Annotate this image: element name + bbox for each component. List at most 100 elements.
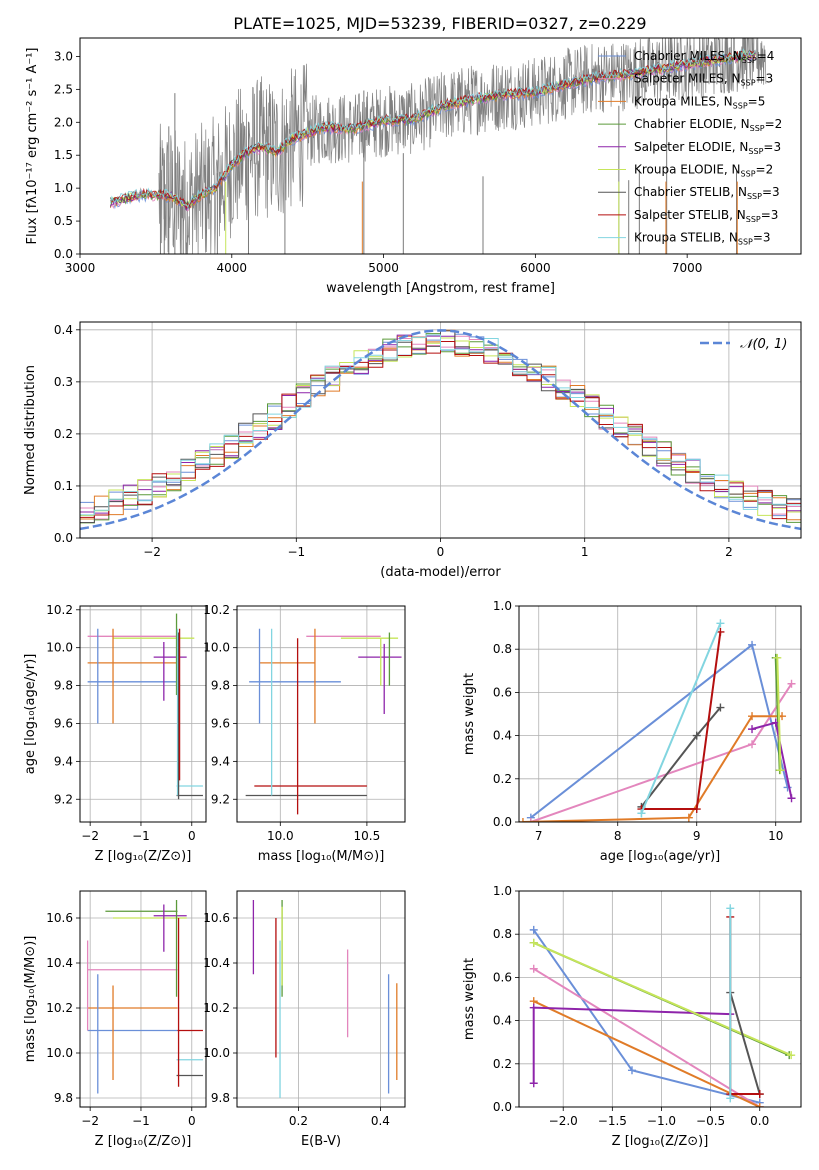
x-tick-label: −0.5	[696, 1114, 725, 1128]
y-tick-label: 9.8	[54, 679, 73, 693]
legend-label-chabrier_miles: Chabrier MILES, NSSP=4	[634, 49, 774, 65]
panel-age-vs-Z: −2 −1 0 9.2 9.4 9.6 9.8 10.0 10.2 Z [log₁₀(Z/Z⊙)]…	[23, 603, 207, 864]
legend-label-kroupa_elodie: Kroupa ELODIE, NSSP=2	[634, 163, 773, 179]
y-tick-label: 0.0	[54, 531, 73, 545]
plot-area	[519, 619, 796, 822]
legend-label-normal: 𝒩(0, 1)	[740, 337, 787, 352]
normal-curve	[80, 329, 801, 531]
y-tick-label: 10.0	[46, 1046, 73, 1060]
x-tick-label: 6000	[520, 261, 551, 275]
y-tick-label: 0.1	[54, 479, 73, 493]
x-tick-label: 10.0	[267, 829, 294, 843]
weight-marker	[529, 925, 538, 934]
x-tick-label: 0.0	[750, 1114, 769, 1128]
y-tick-label: 0.2	[493, 772, 512, 786]
y-tick-label: 2.5	[54, 82, 73, 96]
x-tick-label: −2	[81, 1114, 99, 1128]
y-tick-label: 9.4	[54, 754, 73, 768]
weight-line-kroupa_stelib	[640, 622, 722, 814]
x-tick-label: −1.5	[598, 1114, 627, 1128]
legend: Chabrier MILES, NSSP=4 Salpeter MILES, NS…	[598, 49, 782, 247]
x-tick-label: −1	[132, 1114, 150, 1128]
y-tick-label: 9.2	[211, 792, 230, 806]
legend-label-chabrier_elodie: Chabrier ELODIE, NSSP=2	[634, 117, 782, 133]
y-tick-label: 10.0	[203, 1046, 230, 1060]
weight-line-kroupa_elodie	[533, 941, 792, 1057]
plot-area	[529, 904, 796, 1107]
y-axis-label: mass weight	[462, 958, 477, 1040]
x-tick-label: −1	[287, 545, 305, 559]
x-tick-label: −1.0	[647, 1114, 676, 1128]
panel-age-vs-mass: 10.0 10.5 9.2 9.4 9.6 9.8 10.0 10.2 mass [log₁₀(…	[203, 603, 406, 864]
y-tick-label: 1.0	[493, 884, 512, 898]
weight-line-kroupa_miles	[522, 715, 782, 822]
y-axis-label: Flux [fλ10⁻¹⁷ erg cm⁻² s⁻¹ A⁻¹]	[25, 48, 40, 245]
weight-line-chabrier_stelib	[729, 992, 761, 1095]
weight-marker	[529, 938, 538, 947]
y-tick-label: 3.0	[54, 49, 73, 63]
weight-marker	[748, 640, 757, 649]
panel-chart-1: −2 −1 0 1 2 0.0 0.1 0.2 0.3 0.4 (data-model)/error…	[23, 321, 802, 580]
weight-marker	[526, 818, 535, 822]
weight-marker	[716, 619, 725, 628]
weight-marker	[684, 813, 693, 822]
weight-marker	[519, 818, 527, 822]
y-tick-label: 9.8	[211, 1091, 230, 1105]
y-tick-label: 0.0	[54, 247, 73, 261]
y-tick-label: 10.4	[203, 956, 230, 970]
panel-chart-0: 3000 4000 5000 6000 7000 0.0 0.5 1.0 1.5 2.0 2.5 3.…	[25, 37, 802, 296]
legend-label-salpeter_stelib: Salpeter STELIB, NSSP=3	[634, 208, 778, 224]
y-tick-label: 9.2	[54, 792, 73, 806]
weight-line-chabrier_miles	[530, 643, 789, 819]
weight-marker	[627, 1066, 636, 1075]
y-tick-label: 1.5	[54, 148, 73, 162]
weight-line-kroupa_elodie	[776, 657, 782, 771]
plot-area	[252, 900, 398, 1098]
model-spectrum-kroupa_stelib	[109, 48, 756, 208]
histogram-kroupa_stelib	[80, 334, 801, 516]
x-axis-label: (data-model)/error	[380, 565, 501, 580]
y-axis-label: mass [log₁₀(M/M⊙)]	[23, 936, 38, 1063]
y-tick-label: 0.3	[54, 375, 73, 389]
x-tick-label: 0	[437, 545, 445, 559]
y-tick-label: 1.0	[493, 599, 512, 613]
panel-mass-vs-Z: −2 −1 0 9.8 10.0 10.2 10.4 10.6 Z [log₁₀(Z/Z⊙)] m…	[23, 890, 207, 1149]
weight-marker	[748, 725, 757, 734]
y-axis-label: mass weight	[462, 673, 477, 755]
axes-frame	[236, 890, 406, 1108]
model-spectrum-salpeter_stelib	[110, 49, 756, 210]
y-tick-label: 9.8	[211, 679, 230, 693]
figure-title: PLATE=1025, MJD=53239, FIBERID=0327, z=0…	[233, 14, 646, 33]
weight-marker	[748, 740, 757, 749]
weight-marker	[529, 1003, 538, 1012]
weight-marker	[787, 679, 796, 688]
panel-mass-vs-EBV: 0.2 0.4 9.8 10.0 10.2 10.4 10.6 E(B-V)	[203, 890, 406, 1149]
y-tick-label: 10.6	[203, 911, 230, 925]
y-tick-label: 1.0	[54, 181, 73, 195]
y-tick-label: 10.6	[46, 911, 73, 925]
axes-frame	[79, 37, 802, 255]
y-axis-label: Normed distribution	[23, 365, 38, 495]
weight-marker	[748, 712, 757, 721]
y-tick-label: 10.4	[46, 956, 73, 970]
weight-marker	[726, 1094, 735, 1103]
y-tick-label: 10.2	[203, 603, 230, 617]
x-tick-label: 10.5	[354, 829, 381, 843]
weight-marker	[787, 794, 796, 803]
plot-area	[109, 38, 767, 254]
legend-label-salpeter_miles: Salpeter MILES, NSSP=3	[634, 72, 773, 88]
plot-area	[245, 628, 402, 815]
ticks: −2.0 −1.5 −1.0 −0.5 0.0 0.0 0.2 0.4 0.6 0.8 1.0	[493, 884, 769, 1128]
grid	[80, 322, 801, 539]
x-tick-label: 7000	[672, 261, 703, 275]
x-tick-label: 4000	[217, 261, 248, 275]
y-tick-label: 0.0	[493, 1100, 512, 1114]
panels: 3000 4000 5000 6000 70000.00.51.01.52.02.53.…	[23, 37, 802, 1149]
y-tick-label: 0.4	[54, 323, 73, 337]
x-tick-label: 3000	[65, 261, 96, 275]
x-tick-label: 9	[693, 829, 701, 843]
y-tick-label: 0.5	[54, 214, 73, 228]
y-tick-label: 0.2	[493, 1057, 512, 1071]
x-tick-label: 0.2	[289, 1114, 308, 1128]
ticks: −2 −1 0 1 2 0.0 0.1 0.2 0.3 0.4	[54, 323, 733, 559]
